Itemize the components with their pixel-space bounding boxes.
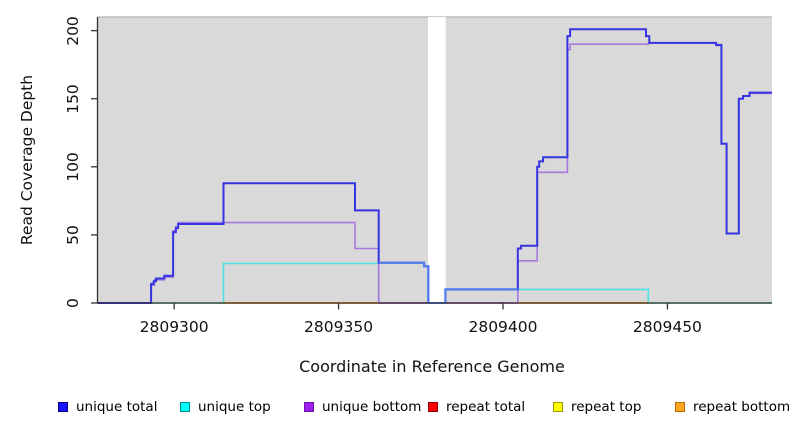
y-axis-title: Read Coverage Depth [18, 74, 36, 246]
y-tick-label: 100 [64, 152, 82, 182]
y-tick-label: 200 [64, 15, 82, 46]
y-tick-label: 0 [64, 298, 82, 308]
y-tick-label: 150 [64, 83, 82, 114]
series-unique-total-light-segment [378, 261, 518, 304]
x-tick-label: 2809300 [139, 318, 209, 336]
x-tick-label: 2809450 [632, 318, 702, 336]
series-unique-total [97, 28, 772, 304]
x-axis-title: Coordinate in Reference Genome [299, 357, 565, 376]
y-tick-label: 50 [64, 225, 82, 245]
coverage-gap-band [428, 17, 446, 303]
x-tick-label: 2809350 [304, 318, 374, 336]
x-tick-label: 2809400 [468, 318, 538, 336]
